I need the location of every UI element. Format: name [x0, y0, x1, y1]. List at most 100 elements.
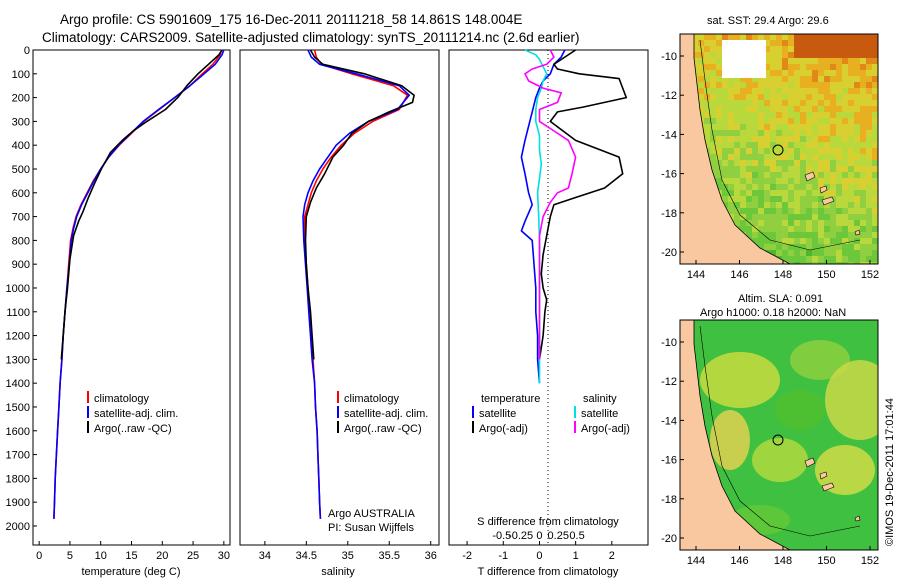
sst-cell	[848, 58, 854, 64]
sst-cell	[746, 184, 752, 190]
sst-cell	[710, 130, 716, 136]
sst-cell	[704, 112, 710, 118]
header-line-2: Climatology: CARS2009. Satellite-adjuste…	[42, 30, 580, 45]
sst-cell	[764, 76, 770, 82]
sst-cell	[752, 226, 758, 232]
sst-cell	[824, 136, 830, 142]
sst-cell	[722, 118, 728, 124]
sst-cell	[704, 76, 710, 82]
sst-cell	[788, 58, 794, 64]
sst-cell	[746, 94, 752, 100]
sst-cell	[782, 166, 788, 172]
sst-cell	[860, 226, 866, 232]
sst-cell	[710, 160, 716, 166]
sst-cell	[818, 34, 824, 40]
sst-cell	[746, 136, 752, 142]
sst-cell	[788, 64, 794, 70]
sst-cell	[770, 226, 776, 232]
sst-cell	[794, 52, 800, 58]
sst-cell	[848, 172, 854, 178]
sst-cell	[812, 106, 818, 112]
sst-cell	[806, 94, 812, 100]
legend-label-temperature-argo: Argo(-adj)	[479, 423, 528, 435]
sst-cell	[758, 190, 764, 196]
sst-cell	[794, 202, 800, 208]
sst-cell	[722, 160, 728, 166]
sst-cell	[848, 262, 854, 264]
sst-cell	[818, 118, 824, 124]
sst-cell	[818, 238, 824, 244]
sst-cell	[794, 178, 800, 184]
map-x-tick-label: 150	[817, 555, 835, 567]
sst-cell	[788, 154, 794, 160]
sst-cell	[746, 172, 752, 178]
sst-cell	[776, 106, 782, 112]
sst-cell	[758, 238, 764, 244]
sst-cell	[758, 202, 764, 208]
sst-cell	[776, 46, 782, 52]
sst-cell	[806, 100, 812, 106]
sst-cell	[866, 256, 872, 262]
sst-cell	[812, 196, 818, 202]
sst-cell	[824, 118, 830, 124]
x-tick-label: 36	[425, 550, 437, 562]
sst-cell	[758, 184, 764, 190]
sst-cell	[818, 148, 824, 154]
sst-cell	[854, 124, 860, 130]
sst-cell	[770, 82, 776, 88]
sst-cell	[836, 244, 842, 250]
sst-cell	[782, 208, 788, 214]
sst-cell	[764, 160, 770, 166]
sst-cell	[824, 148, 830, 154]
map-y-tick-label: -16	[661, 169, 677, 181]
sst-cell	[764, 220, 770, 226]
sst-cell	[764, 214, 770, 220]
sst-cell	[782, 220, 788, 226]
sst-cell	[800, 58, 806, 64]
sst-cell	[806, 166, 812, 172]
sst-cell	[872, 136, 878, 142]
sst-cell	[800, 196, 806, 202]
sst-cell	[710, 106, 716, 112]
sst-cell	[794, 46, 800, 52]
sst-cell	[806, 226, 812, 232]
sst-cell	[860, 76, 866, 82]
sst-cell	[734, 94, 740, 100]
sst-cell	[872, 76, 878, 82]
sst-cell	[866, 112, 872, 118]
sst-cell	[854, 88, 860, 94]
sst-cell	[842, 124, 848, 130]
sst-cell	[860, 220, 866, 226]
sst-cell	[860, 148, 866, 154]
sst-cell	[710, 34, 716, 40]
sst-cell	[806, 64, 812, 70]
sst-cell	[848, 238, 854, 244]
sst-cell	[836, 130, 842, 136]
sst-cell	[740, 202, 746, 208]
sst-cell	[770, 46, 776, 52]
sst-cell	[698, 58, 704, 64]
sst-cell	[848, 52, 854, 58]
sst-cell	[836, 220, 842, 226]
map-x-tick-label: 146	[730, 555, 748, 567]
sst-cell	[710, 112, 716, 118]
sst-cell	[770, 76, 776, 82]
sst-cell	[788, 256, 794, 262]
sst-cell	[818, 82, 824, 88]
sst-cell	[758, 124, 764, 130]
sst-cell	[848, 256, 854, 262]
sst-cell	[842, 100, 848, 106]
sst-cell	[704, 136, 710, 142]
side-label: ©IMOS 19-Dec-2011 17:01:44	[884, 398, 896, 546]
sst-cell	[800, 94, 806, 100]
y-tick-label: 800	[12, 235, 30, 247]
sst-cell	[770, 184, 776, 190]
sst-cell	[764, 136, 770, 142]
sst-cell	[770, 214, 776, 220]
sst-cell	[740, 208, 746, 214]
sst-cell	[698, 64, 704, 70]
map-x-tick-label: 152	[861, 555, 879, 567]
sst-cell	[704, 64, 710, 70]
sst-cell	[728, 148, 734, 154]
sst-cell	[782, 118, 788, 124]
